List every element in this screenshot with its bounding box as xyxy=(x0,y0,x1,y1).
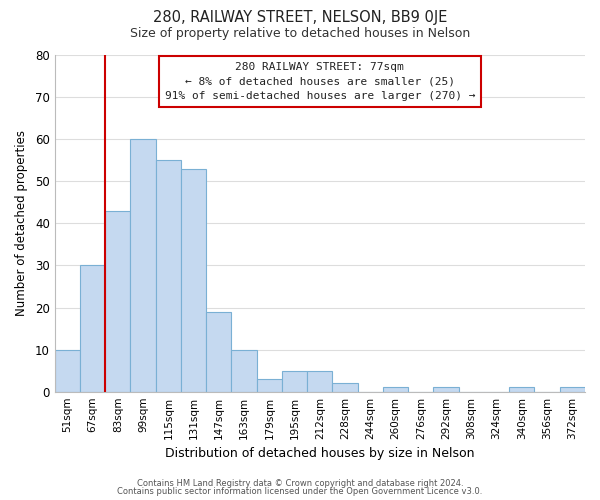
Bar xyxy=(130,139,155,392)
Bar xyxy=(433,388,459,392)
Bar xyxy=(560,388,585,392)
Bar xyxy=(181,168,206,392)
X-axis label: Distribution of detached houses by size in Nelson: Distribution of detached houses by size … xyxy=(165,447,475,460)
Bar xyxy=(383,388,408,392)
Bar xyxy=(155,160,181,392)
Text: Contains public sector information licensed under the Open Government Licence v3: Contains public sector information licen… xyxy=(118,488,482,496)
Bar xyxy=(105,210,130,392)
Y-axis label: Number of detached properties: Number of detached properties xyxy=(15,130,28,316)
Text: Contains HM Land Registry data © Crown copyright and database right 2024.: Contains HM Land Registry data © Crown c… xyxy=(137,478,463,488)
Bar xyxy=(232,350,257,392)
Bar xyxy=(282,370,307,392)
Bar xyxy=(55,350,80,392)
Bar xyxy=(307,370,332,392)
Text: 280 RAILWAY STREET: 77sqm
← 8% of detached houses are smaller (25)
91% of semi-d: 280 RAILWAY STREET: 77sqm ← 8% of detach… xyxy=(164,62,475,102)
Text: Size of property relative to detached houses in Nelson: Size of property relative to detached ho… xyxy=(130,28,470,40)
Text: 280, RAILWAY STREET, NELSON, BB9 0JE: 280, RAILWAY STREET, NELSON, BB9 0JE xyxy=(153,10,447,25)
Bar xyxy=(332,384,358,392)
Bar xyxy=(80,266,105,392)
Bar xyxy=(206,312,232,392)
Bar xyxy=(257,379,282,392)
Bar xyxy=(509,388,535,392)
